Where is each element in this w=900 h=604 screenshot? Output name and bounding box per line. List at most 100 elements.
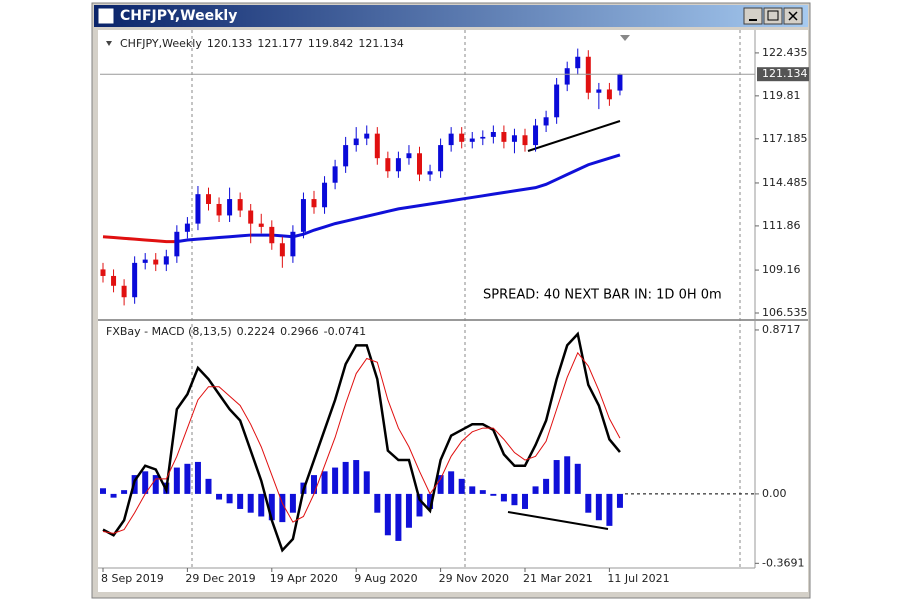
candle-body	[617, 74, 623, 91]
header-part: 120.133	[207, 37, 253, 50]
histogram-bar	[184, 463, 191, 494]
candle-body	[258, 223, 264, 227]
price-tag-label: 121.134	[762, 67, 808, 80]
x-tick-label: 8 Sep 2019	[101, 572, 164, 585]
histogram-bar	[258, 493, 265, 517]
y-tick-label: 117.185	[762, 132, 808, 145]
indicator-line	[102, 331, 621, 553]
histogram-bar	[405, 493, 412, 528]
candle-body	[438, 145, 444, 172]
window-buttons[interactable]	[743, 7, 803, 25]
candle-body	[195, 194, 201, 224]
candle-body	[184, 223, 190, 232]
spread-info: SPREAD: 40 NEXT BAR IN: 1D 0H 0m	[483, 288, 722, 303]
histogram-bar	[458, 478, 465, 494]
histogram-bar	[416, 493, 423, 517]
candle-body	[533, 125, 539, 146]
title-bar	[94, 5, 808, 27]
indicator-line	[102, 235, 177, 244]
candle-body	[332, 166, 338, 183]
histogram-bar	[205, 478, 212, 494]
trend-line	[527, 120, 621, 152]
histogram-bar	[353, 460, 360, 494]
histogram-bar	[522, 493, 528, 509]
candle-body	[606, 89, 612, 100]
candle-body	[269, 226, 275, 244]
y-tick-label: 119.81	[762, 89, 801, 102]
x-tick-label: 19 Apr 2020	[270, 572, 338, 585]
y-tick-label: 109.16	[762, 263, 801, 276]
header-part: 0.2966	[280, 325, 319, 338]
histogram-bar	[490, 493, 497, 496]
header-arrow	[106, 41, 112, 46]
header-part: 0.2224	[237, 325, 276, 338]
indicator-header: FXBay - MACD (8,13,5) 0.2224 0.2966 -0.0741	[106, 325, 366, 338]
candle-body	[543, 117, 549, 126]
x-tick-label: 11 Jul 2021	[607, 572, 669, 585]
window-title: CHFJPY,Weekly	[120, 8, 237, 24]
candle-body	[501, 132, 507, 142]
histogram-bar	[532, 486, 539, 494]
indicator-line	[102, 351, 621, 534]
histogram-bar	[332, 467, 339, 494]
candle-body	[237, 199, 243, 211]
trend-line	[507, 511, 609, 530]
histogram-bar	[142, 471, 149, 494]
header-part: 119.842	[308, 37, 354, 50]
histogram-bar	[606, 493, 613, 526]
candle-body	[111, 275, 117, 286]
candle-body	[311, 199, 317, 208]
histogram-bar	[110, 493, 117, 498]
histogram-bar	[237, 493, 244, 509]
histogram-bar	[268, 493, 275, 521]
candle-body	[290, 231, 296, 257]
histogram-bar	[511, 493, 518, 506]
candle-body	[427, 171, 433, 175]
y-tick-label: 0.00	[762, 487, 787, 500]
histogram-bar	[616, 493, 623, 508]
candle-body	[343, 145, 349, 167]
candle-body	[353, 138, 359, 146]
candle-body	[132, 262, 138, 298]
candle-body	[121, 285, 127, 298]
histogram-bar	[384, 493, 391, 536]
histogram-bar	[321, 471, 328, 494]
y-tick-label: 106.535	[762, 306, 808, 319]
minimize-button[interactable]	[743, 7, 763, 25]
candle-body	[153, 259, 159, 265]
shift-marker	[620, 35, 630, 41]
restore-button[interactable]	[763, 7, 783, 25]
candle-body	[459, 133, 465, 142]
candle-body	[300, 199, 306, 232]
x-tick-label: 29 Dec 2019	[185, 572, 255, 585]
candle-body	[554, 84, 560, 118]
candle-body	[364, 133, 370, 139]
candle-body	[248, 210, 254, 224]
candle-body	[374, 133, 380, 159]
histogram-bar	[595, 493, 602, 521]
candle-body	[227, 199, 233, 216]
chart-header: CHFJPY,Weekly 120.133 121.177 119.842 121.13…	[120, 37, 404, 50]
y-tick-label: 122.435	[762, 46, 808, 59]
candle-body	[448, 133, 454, 146]
histogram-bar	[574, 463, 581, 494]
histogram-bar	[427, 493, 434, 509]
candle-body	[322, 182, 328, 208]
histogram-bar	[469, 486, 476, 494]
histogram-bar	[216, 493, 223, 500]
histogram-bar	[279, 493, 286, 523]
header-part: -0.0741	[324, 325, 366, 338]
y-tick-label: 111.86	[762, 219, 801, 232]
header-part: FXBay - MACD (8,13,5)	[106, 325, 232, 338]
x-tick-label: 21 Mar 2021	[523, 572, 593, 585]
candle-body	[216, 203, 222, 216]
y-tick-label: 114.485	[762, 176, 808, 189]
histogram-bar	[564, 456, 571, 494]
candle-body	[564, 68, 570, 85]
histogram-bar	[395, 493, 402, 541]
candle-body	[480, 136, 486, 139]
histogram-bar	[374, 493, 381, 513]
histogram-bar	[194, 461, 201, 494]
histogram-bar	[363, 471, 370, 494]
